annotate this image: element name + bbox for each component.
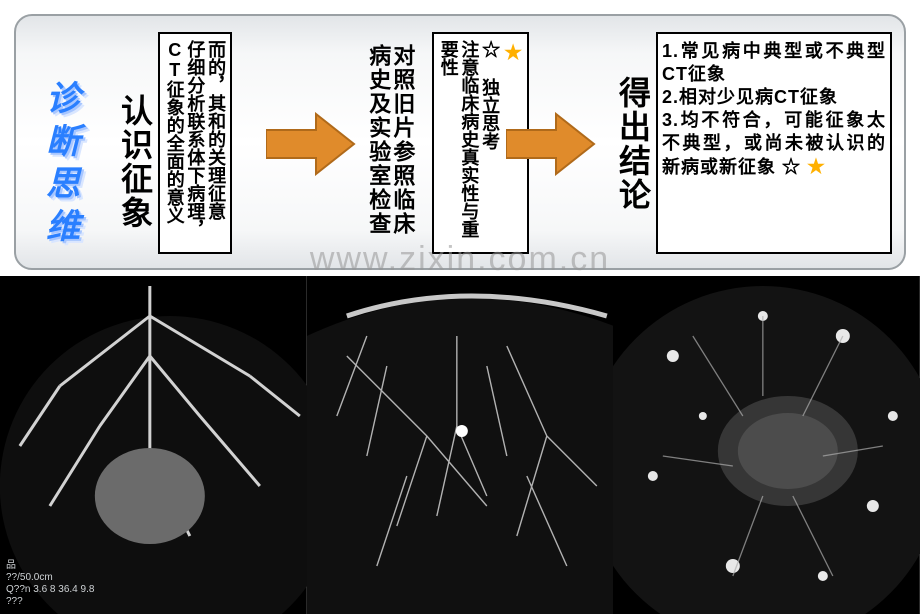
step1-heading: 认识征象 — [112, 94, 158, 230]
star-icon: ★ — [807, 156, 826, 178]
step2-box-col-right-text: ☆ 独立思考 — [480, 40, 500, 150]
step3-line1: 1.常见病中典型或不典型CT征象 — [662, 40, 886, 86]
ct-image-row: 品 ??/50.0cm Q??n 3.6 8 36.4 9.8 ??? — [0, 276, 920, 614]
step2-heading: 对照旧片参照临床病史及实验室检查 — [366, 44, 414, 254]
ct-image-2 — [307, 276, 614, 614]
step3-box: 1.常见病中典型或不典型CT征象 2.相对少见病CT征象 3.均不符合，可能征象… — [656, 32, 892, 254]
slide: 诊 断 思 维 诊 断 思 维 诊 断 思 维 认识征象 而的，其和的关理征意 … — [0, 0, 920, 614]
arrow-icon — [506, 112, 596, 176]
step2-box-col-left: 注意临床病史真实性与重要性 — [438, 40, 479, 246]
arrow-icon — [266, 112, 356, 176]
step1-box: 而的，其和的关理征意 仔细分析联系体下病理，CT征象的全面的意义 — [158, 32, 232, 254]
star-icon: ★ — [501, 40, 523, 64]
ct-image-1: 品 ??/50.0cm Q??n 3.6 8 36.4 9.8 ??? — [0, 276, 307, 614]
step3-line3: 3.均不符合，可能征象太不典型，或尚未被认识的新病或新征象 ☆ ★ — [662, 109, 886, 181]
step3-heading: 得出结论 — [610, 76, 656, 212]
flow-panel: 诊 断 思 维 诊 断 思 维 诊 断 思 维 认识征象 而的，其和的关理征意 … — [14, 14, 906, 270]
step3-line2: 2.相对少见病CT征象 — [662, 86, 886, 109]
step3-line3-text: 3.均不符合，可能征象太不典型，或尚未被认识的新病或新征象 ☆ — [662, 110, 886, 177]
step1-box-col-right: 而的，其和的关理征意 — [205, 40, 226, 220]
dicom-overlay-text: 品 ??/50.0cm Q??n 3.6 8 36.4 9.8 ??? — [6, 560, 94, 608]
ct-image-3 — [613, 276, 920, 614]
step1-box-col-left: 仔细分析联系体下病理，CT征象的全面的意义 — [164, 40, 205, 246]
